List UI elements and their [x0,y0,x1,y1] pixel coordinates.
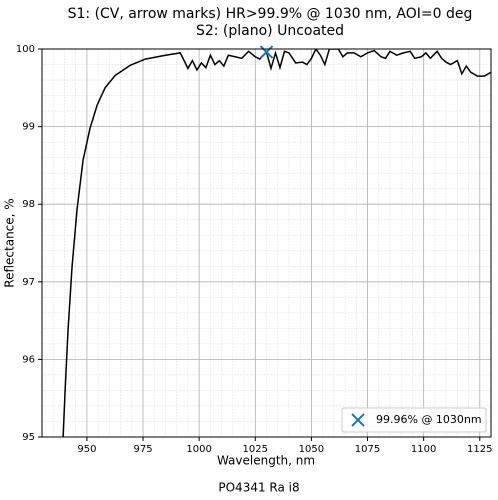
x-tick-label: 1050 [299,444,324,455]
y-tick-label: 99 [22,122,35,133]
x-tick-label: 975 [133,444,152,455]
marker [259,45,274,59]
y-tick-label: 100 [16,44,35,55]
legend-label: 99.96% @ 1030nm [376,413,482,426]
x-tick-label: 1000 [186,444,211,455]
x-tick-label: 1075 [355,444,380,455]
y-tick-label: 97 [22,277,35,288]
legend-marker [351,413,365,427]
y-tick-label: 95 [22,432,35,443]
y-axis-label: Reflectance, % [3,198,17,287]
x-tick-label: 1100 [411,444,436,455]
data-line [62,49,491,437]
legend-box [341,407,487,433]
x-axis-label: Wavelength, nm [217,454,315,468]
x-tick-label: 1125 [467,444,492,455]
plot-area [62,49,491,437]
chart-subtitle: S2: (plano) Uncoated [196,23,344,39]
x-tick-label: 950 [77,444,96,455]
footer: PO4341 Ra i8 [218,481,299,495]
plot-frame [41,48,492,438]
y-tick-label: 98 [22,199,35,210]
chart-title: S1: (CV, arrow marks) HR>99.9% @ 1030 nm… [68,6,473,22]
y-tick-label: 96 [22,354,35,365]
x-tick-label: 1025 [243,444,268,455]
